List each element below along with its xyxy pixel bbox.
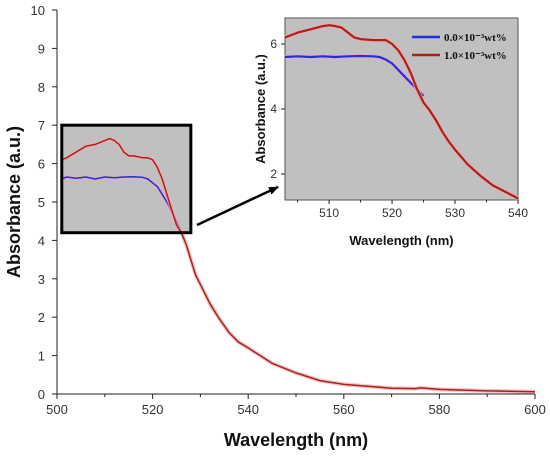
legend-label-0: 0.0×10⁻³wt% [444, 32, 507, 44]
inset-x-tick-label-2: 530 [445, 206, 465, 220]
main-y-tick-label-2: 2 [38, 310, 45, 325]
main-x-tick-label-1: 520 [142, 402, 164, 417]
main-x-tick-label-0: 500 [46, 402, 68, 417]
main-y-tick-label-5: 5 [38, 195, 45, 210]
main-y-tick-label-4: 4 [38, 233, 45, 248]
inset-y-tick-label-2: 6 [270, 37, 277, 51]
inset-x-tick-label-3: 540 [508, 206, 528, 220]
inset-plot-area [284, 17, 519, 201]
main-y-tick-label-6: 6 [38, 157, 45, 172]
inset-y-tick-label-0: 2 [270, 167, 277, 181]
legend-label-1: 1.0×10⁻³wt% [444, 50, 507, 62]
main-x-axis-title: Wavelength (nm) [224, 430, 368, 450]
inset-x-tick-label-0: 510 [319, 206, 339, 220]
main-y-axis-title: Absorbance (a.u.) [4, 126, 24, 278]
main-y-tick-label-10: 10 [31, 3, 45, 18]
inset-x-tick-label-1: 520 [382, 206, 402, 220]
zoom-arrow [196, 185, 279, 227]
main-y-tick-label-0: 0 [38, 387, 45, 402]
main-y-tick-label-1: 1 [38, 349, 45, 364]
inset-plot: 510 520 530 540 2 4 6 Wavelength (nm) Absorbance… [253, 17, 528, 248]
main-series-0-line [61, 175, 182, 233]
inset-legend: 0.0×10⁻³wt% 1.0×10⁻³wt% [412, 32, 507, 62]
inset-x-axis-title: Wavelength (nm) [349, 233, 453, 248]
main-y-tick-label-7: 7 [38, 118, 45, 133]
main-y-tick-label-3: 3 [38, 272, 45, 287]
main-x-tick-label-5: 600 [524, 402, 546, 417]
zoom-box-border [60, 123, 193, 235]
main-y-tick-label-8: 8 [38, 80, 45, 95]
main-plot: 500 520 540 560 580 600 0 1 2 3 4 5 6 7 8 9 10 Wavelength… [4, 3, 546, 450]
main-x-tick-label-2: 540 [237, 402, 259, 417]
inset-y-axis-title: Absorbance (a.u.) [253, 54, 268, 164]
inset-series-1-line [284, 24, 519, 200]
main-y-tick-label-9: 9 [38, 41, 45, 56]
inset-y-tick-label-1: 4 [270, 102, 277, 116]
main-x-tick-label-3: 560 [333, 402, 355, 417]
main-x-tick-label-4: 580 [429, 402, 451, 417]
inset-series-0-line [284, 54, 425, 97]
